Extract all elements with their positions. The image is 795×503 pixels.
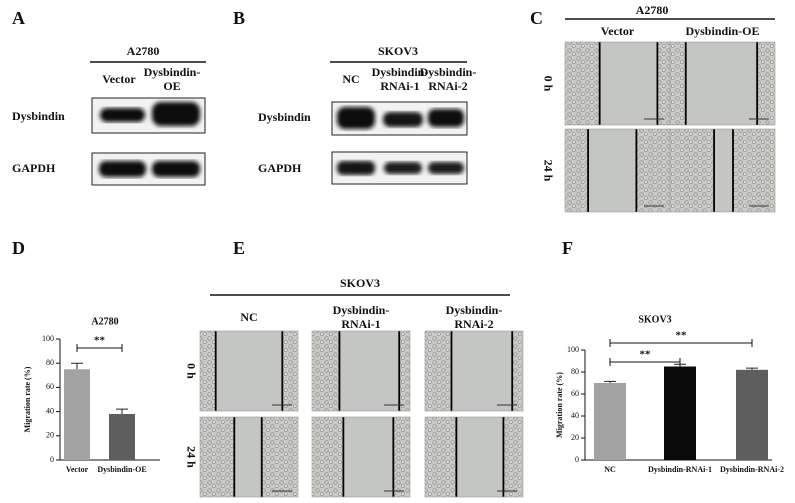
row-label: GAPDH	[258, 161, 302, 175]
y-tick-label: 40	[46, 406, 54, 415]
x-tick-label: Dysbindin-RNAi-2	[720, 465, 784, 474]
column-label: Vector	[601, 24, 635, 38]
chart-title: A2780	[91, 316, 118, 327]
row-label: Dysbindin	[12, 109, 65, 123]
wound-area	[599, 42, 658, 125]
column-label: Dysbindin-OE	[685, 24, 759, 38]
row-label: 24 h	[184, 446, 198, 468]
frame	[199, 416, 299, 498]
cell-line: A2780	[636, 3, 669, 17]
cell-line: SKOV3	[378, 44, 418, 58]
lane-label: Vector	[102, 72, 136, 86]
wound-area	[234, 417, 262, 497]
y-axis-label: Migration rate (%)	[555, 372, 564, 438]
error-bar	[746, 367, 758, 370]
wound-area	[588, 129, 637, 212]
y-tick-label: 40	[571, 411, 579, 420]
frame	[311, 330, 411, 412]
row-label: 24 h	[541, 160, 555, 182]
panel-label: F	[562, 238, 573, 258]
bar	[664, 366, 696, 460]
lane-label: Dysbindin-	[144, 65, 201, 79]
wound-area	[714, 129, 733, 212]
x-tick-label: Dysbindin-RNAi-1	[648, 465, 712, 474]
column-label: Dysbindin-	[446, 303, 503, 317]
lane-label: RNAi-1	[380, 79, 419, 93]
wound-area	[451, 331, 513, 411]
lane-label: OE	[163, 79, 180, 93]
y-tick-label: 80	[46, 358, 54, 367]
lane-label: Dysbindin-	[420, 65, 477, 79]
wound-area	[456, 417, 504, 497]
frame	[424, 330, 524, 412]
cell-line: A2780	[127, 44, 160, 58]
bar	[736, 369, 768, 460]
frame	[311, 416, 411, 498]
significance-bracket	[609, 339, 753, 347]
wound-area	[343, 417, 394, 497]
bar	[109, 414, 135, 460]
chart-title: SKOV3	[638, 314, 671, 325]
significance-label: **	[676, 330, 688, 342]
frame	[199, 330, 299, 412]
column-label: RNAi-2	[454, 317, 493, 331]
wound-area	[339, 331, 400, 411]
panel-label: D	[12, 238, 25, 258]
frame	[669, 128, 776, 213]
column-label: Dysbindin-	[333, 303, 390, 317]
wound-area	[215, 331, 283, 411]
y-tick-label: 20	[571, 433, 579, 442]
blot-b	[331, 101, 468, 185]
x-tick-label: Dysbindin-OE	[97, 465, 146, 474]
y-tick-label: 100	[42, 334, 54, 343]
y-tick-label: 0	[575, 455, 579, 464]
significance-label: **	[94, 335, 106, 347]
frame	[424, 416, 524, 498]
row-label: GAPDH	[12, 161, 56, 175]
lane-label: RNAi-2	[428, 79, 467, 93]
error-bar	[116, 408, 128, 415]
y-tick-label: 20	[46, 431, 54, 440]
row-label: Dysbindin	[258, 110, 311, 124]
frame	[669, 41, 776, 126]
cell-line: SKOV3	[340, 276, 380, 290]
error-bar	[71, 362, 83, 370]
error-bar	[604, 380, 616, 383]
column-label: RNAi-1	[341, 317, 380, 331]
y-tick-label: 100	[567, 345, 579, 354]
bar	[64, 369, 90, 460]
significance-bracket	[76, 344, 123, 352]
wound-area	[685, 42, 758, 125]
y-axis-label: Migration rate (%)	[23, 366, 32, 432]
row-label: 0 h	[184, 363, 198, 379]
y-tick-label: 60	[571, 389, 579, 398]
x-tick-label: Vector	[66, 465, 89, 474]
y-tick-label: 80	[571, 367, 579, 376]
significance-label: **	[640, 349, 652, 361]
column-label: NC	[240, 310, 257, 324]
row-label: 0 h	[541, 76, 555, 92]
panel-label: A	[12, 8, 25, 28]
panel-label: C	[530, 8, 543, 28]
x-tick-label: NC	[604, 465, 616, 474]
bar	[594, 383, 626, 460]
panel-label: E	[233, 238, 245, 258]
panel-label: B	[233, 8, 245, 28]
lane-label: Dysbindin-	[372, 65, 429, 79]
significance-bracket	[609, 358, 681, 366]
blot-a	[91, 97, 206, 186]
lane-label: NC	[342, 72, 359, 86]
y-tick-label: 60	[46, 382, 54, 391]
y-tick-label: 0	[50, 455, 54, 464]
